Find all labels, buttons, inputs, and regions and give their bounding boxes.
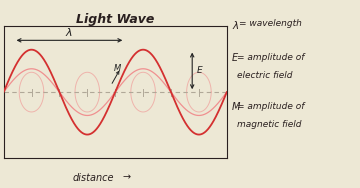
Text: = amplitude of: = amplitude of	[237, 53, 304, 62]
Text: $\lambda$: $\lambda$	[232, 19, 240, 31]
Text: = amplitude of: = amplitude of	[237, 102, 304, 111]
Text: M: M	[232, 102, 240, 111]
Title: Light Wave: Light Wave	[76, 13, 154, 26]
Text: →: →	[122, 173, 131, 183]
Text: = wavelength: = wavelength	[239, 19, 302, 28]
Text: distance: distance	[73, 173, 114, 183]
Text: E: E	[197, 66, 202, 75]
Text: M: M	[113, 64, 121, 73]
Text: $\lambda$: $\lambda$	[66, 26, 73, 38]
Text: magnetic field: magnetic field	[237, 120, 301, 129]
Text: electric field: electric field	[237, 71, 292, 80]
Text: E: E	[232, 53, 238, 63]
